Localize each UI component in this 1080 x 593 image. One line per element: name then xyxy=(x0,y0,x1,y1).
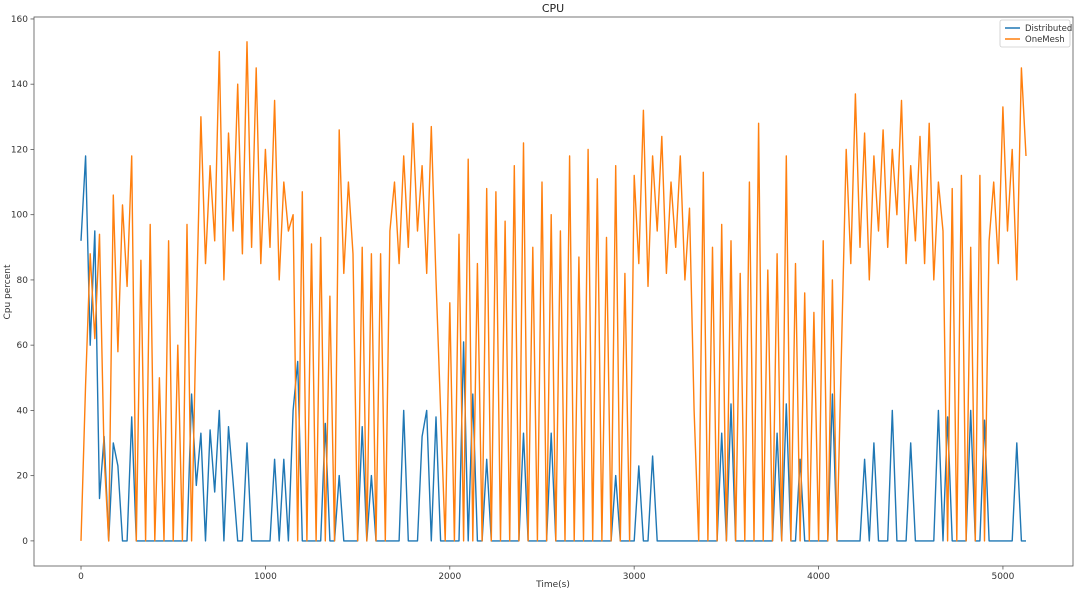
y-axis: 0 20 40 60 80 100 120 140 160 xyxy=(11,15,34,547)
y-tick-label: 20 xyxy=(17,472,29,482)
y-tick-label: 80 xyxy=(17,276,29,286)
legend-label-onemesh: OneMesh xyxy=(1025,35,1065,45)
x-tick-label: 5000 xyxy=(991,572,1014,582)
y-tick-label: 0 xyxy=(22,537,28,547)
series-layer xyxy=(80,41,1027,542)
x-tick-label: 1000 xyxy=(254,572,277,582)
y-tick-label: 140 xyxy=(11,80,28,90)
legend: Distributed OneMesh xyxy=(999,19,1072,48)
y-tick-label: 60 xyxy=(17,341,29,351)
x-tick-label: 0 xyxy=(78,572,84,582)
y-tick-label: 120 xyxy=(11,145,28,155)
plot-frame xyxy=(33,16,1074,567)
y-tick-label: 100 xyxy=(11,211,28,221)
x-axis-label: Time(s) xyxy=(535,580,570,590)
x-tick-label: 2000 xyxy=(438,572,461,582)
legend-box xyxy=(999,19,1071,48)
x-axis: 0 1000 2000 3000 4000 5000 xyxy=(78,566,1015,582)
y-tick-label: 160 xyxy=(11,15,28,25)
x-tick-label: 4000 xyxy=(807,572,830,582)
x-tick-label: 3000 xyxy=(623,572,646,582)
legend-label-distributed: Distributed xyxy=(1025,24,1072,34)
chart-title: CPU xyxy=(542,2,564,15)
series-line-distributed xyxy=(80,155,1026,542)
series-line-onemesh xyxy=(80,41,1027,542)
y-axis-label: Cpu percent xyxy=(3,264,13,320)
y-tick-label: 40 xyxy=(17,406,29,416)
